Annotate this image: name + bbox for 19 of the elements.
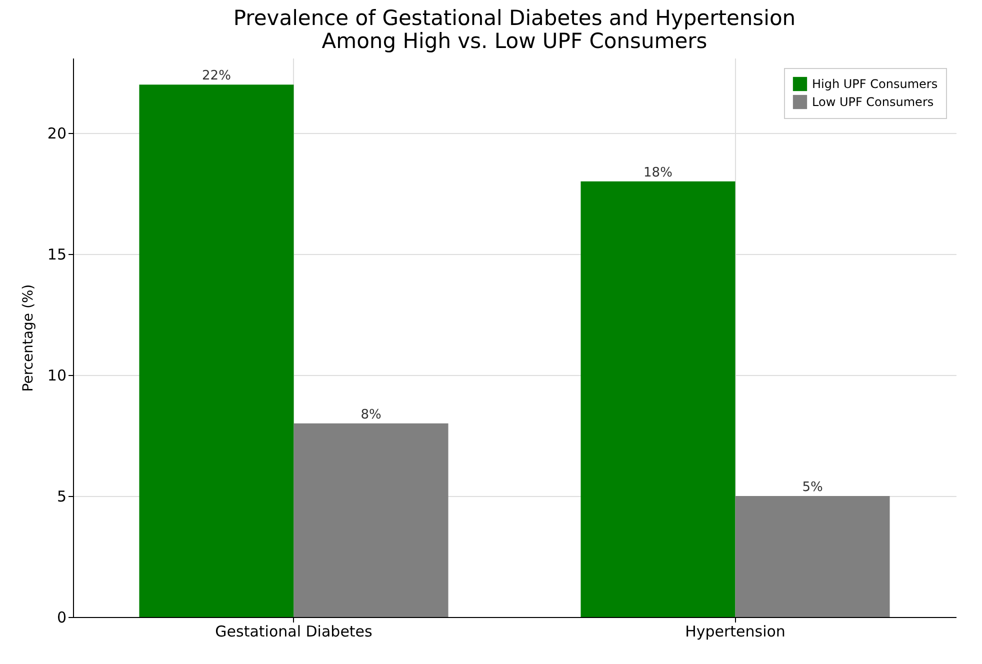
y-tick-label: 15 [47,246,66,264]
bar [294,423,448,617]
y-tick-label: 0 [56,608,66,626]
chart-title: Prevalence of Gestational Diabetes and Hypertension Among High vs. Low UPF Consumers [233,6,796,53]
y-axis-title: Percentage (%) [20,284,36,392]
legend-label: High UPF Consumers [812,77,938,91]
x-tick-label: Gestational Diabetes [215,622,373,640]
y-tick-label: 5 [56,488,66,506]
x-tick-label: Hypertension [685,622,786,640]
legend-label: Low UPF Consumers [812,95,934,109]
data-label: 8% [360,407,382,422]
data-label: 18% [644,165,672,180]
bar [735,496,890,617]
y-tick-label: 10 [47,366,66,385]
data-label: 5% [802,480,823,496]
y-tick-label: 20 [47,124,66,143]
data-label: 22% [202,68,231,84]
bar [139,84,294,617]
bar [580,181,736,617]
